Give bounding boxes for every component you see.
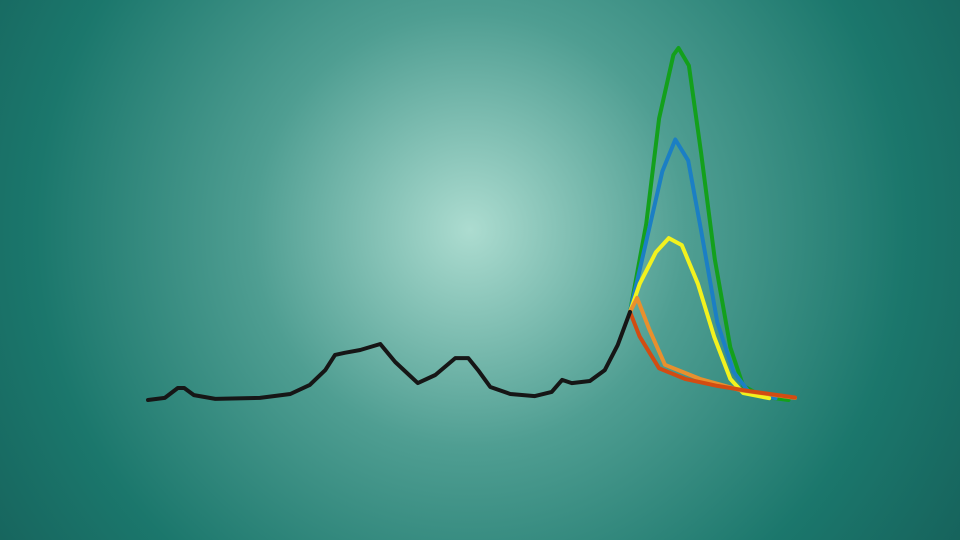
curve [628, 137, 778, 401]
curve [146, 310, 632, 402]
curve [628, 236, 772, 401]
curve [628, 310, 797, 400]
